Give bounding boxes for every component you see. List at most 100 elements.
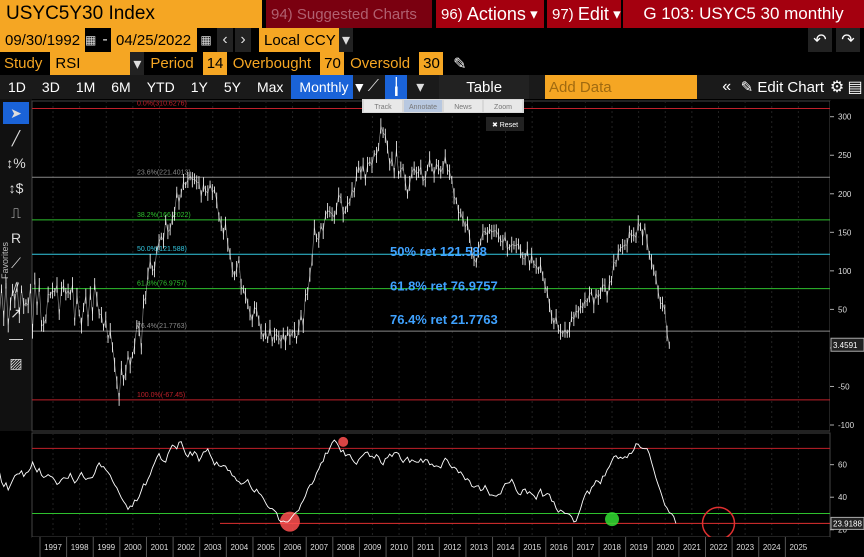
channel-tool-icon[interactable]: ⫽: [12, 279, 20, 296]
ticker-input[interactable]: USYC5Y30 Index: [0, 0, 262, 28]
period-input[interactable]: 14: [202, 52, 227, 75]
rsi-plot-frame: [31, 432, 831, 538]
mini-tool-button[interactable]: [364, 100, 402, 112]
price-tool-icon[interactable]: ↕$: [8, 180, 24, 196]
currency-select[interactable]: Local CCY: [259, 28, 339, 52]
start-date-field[interactable]: 09/30/1992: [0, 28, 85, 52]
reset-button[interactable]: [486, 117, 524, 131]
mini-tool-button[interactable]: [484, 100, 522, 112]
mini-tool-label-zoom: Zoom: [494, 104, 512, 111]
line-chart-icon[interactable]: ⟋: [367, 78, 379, 95]
retracement-annotation: 50% ret 121.588: [390, 244, 487, 259]
timeframe-1d[interactable]: 1D: [8, 79, 26, 95]
table-button[interactable]: Table: [439, 75, 530, 99]
study-bar: Study RSI ▾ Period 14 Overbought 70 Over…: [0, 52, 864, 75]
study-select[interactable]: RSI: [50, 52, 131, 75]
x-tick-label: 2002: [177, 543, 195, 552]
suggested-charts-button[interactable]: 94) Suggested Charts: [266, 0, 432, 28]
ray-tool-icon[interactable]: ↗: [10, 304, 22, 321]
period-value: 14: [206, 55, 224, 72]
chevron-down-icon: ▾: [613, 6, 621, 23]
mini-tool-button[interactable]: [404, 100, 442, 112]
collapse-icon[interactable]: «: [722, 78, 732, 95]
edit-label: Edit: [577, 3, 609, 24]
cursor-icon[interactable]: ➤: [3, 102, 29, 124]
pencil-icon[interactable]: ✎: [453, 55, 467, 73]
reset-label: ✖ Reset: [492, 122, 518, 129]
redo-icon[interactable]: ↷: [836, 28, 860, 52]
percent-tool-icon[interactable]: ↕%: [6, 155, 26, 171]
prev-period-button[interactable]: ‹: [217, 28, 233, 52]
trend-line-icon[interactable]: ⟋: [11, 254, 21, 271]
bar-chart-icon[interactable]: ╽: [385, 75, 408, 99]
x-tick-label: 1997: [44, 543, 62, 552]
settings-icon[interactable]: ⚙: [829, 79, 845, 96]
x-tick-label: 2001: [151, 543, 169, 552]
oversold-input[interactable]: 30: [419, 52, 444, 75]
x-tick-label: 2003: [204, 543, 222, 552]
end-date-field[interactable]: 04/25/2022: [111, 28, 197, 52]
draw-line-icon[interactable]: ╱: [11, 129, 21, 146]
pencil-icon: ✎: [740, 79, 754, 96]
fib-level-label: 50.0%(121.588): [137, 246, 187, 253]
fib-level-label: 0.0%(310.6276): [137, 101, 187, 108]
overbought-value: 70: [324, 55, 341, 72]
add-data-input[interactable]: Add Data: [545, 75, 697, 99]
timeframe-1m[interactable]: 1M: [75, 79, 96, 95]
y-tick-label: 100: [838, 267, 852, 276]
chevron-down-icon[interactable]: ▾: [339, 28, 353, 52]
calendar-icon[interactable]: ▦: [85, 33, 97, 47]
timeframe-3d[interactable]: 3D: [41, 79, 60, 95]
horizontal-line-icon[interactable]: —: [9, 330, 23, 346]
x-tick-label: 2017: [577, 543, 595, 552]
x-tick-label: 2015: [523, 543, 541, 552]
overbought-input[interactable]: 70: [320, 52, 345, 75]
undo-icon[interactable]: ↶: [808, 28, 832, 52]
mini-tool-button[interactable]: [444, 100, 482, 112]
timeframe-ytd[interactable]: YTD: [146, 79, 175, 95]
rsi-highlight-marker: [279, 511, 300, 532]
next-period-button[interactable]: ›: [235, 28, 251, 52]
rsi-series-line: [0, 439, 677, 524]
x-tick-label: 2012: [443, 543, 461, 552]
chevron-down-icon[interactable]: ▾: [416, 79, 425, 96]
timeframe-1y[interactable]: 1Y: [190, 79, 208, 95]
timeframe-max[interactable]: Max: [256, 79, 284, 95]
mini-toolbar: Track Annotate News Zoom ✖ Reset: [362, 99, 524, 131]
retracement-tool-icon[interactable]: R: [10, 230, 22, 246]
currency-text: Local CCY: [264, 31, 336, 49]
mini-toolbar-bg: [362, 99, 524, 113]
price-plot-frame: [31, 100, 831, 432]
date-range-bar: 09/30/1992 ▦ - 04/25/2022 ▦ ‹ › Local CC…: [0, 28, 864, 52]
rsi-y-tick-label: 20: [838, 526, 847, 535]
mini-tool-label-track: Track: [374, 104, 392, 111]
window-title: G 103: USYC5 30 monthly: [623, 0, 864, 28]
window-title-text: G 103: USYC5 30 monthly: [643, 4, 844, 23]
chart-toolbar: 1D 3D 1M 6M YTD 1Y 5Y Max Monthly ▼ ⟋ ╽ …: [0, 75, 864, 99]
more-tools-icon[interactable]: ▨: [9, 354, 23, 371]
chevron-down-icon[interactable]: ▾: [130, 52, 145, 75]
rsi-highlight-marker: [338, 436, 349, 447]
calendar-icon[interactable]: ▦: [200, 33, 212, 47]
edit-button[interactable]: 97) Edit ▾: [547, 0, 621, 28]
actions-button[interactable]: 96) Actions ▾: [436, 0, 544, 28]
timeframe-6m[interactable]: 6M: [111, 79, 131, 95]
oversold-label: Oversold: [344, 52, 416, 75]
edit-chart-button[interactable]: ✎ Edit Chart: [737, 75, 828, 99]
frequency-select[interactable]: Monthly ▼: [291, 75, 366, 99]
x-tick-label: 1998: [71, 543, 89, 552]
x-tick-label: 2005: [257, 543, 275, 552]
retracement-annotation: 61.8% ret 76.9757: [390, 279, 498, 294]
timeframe-5y[interactable]: 5Y: [223, 79, 241, 95]
table-label: Table: [466, 78, 503, 96]
oversold-value: 30: [423, 55, 440, 72]
actions-num: 96): [441, 5, 463, 23]
chart-options-icon[interactable]: ▤: [847, 79, 863, 96]
x-tick-label: 2019: [630, 543, 648, 552]
last-price-tag: 3.4591: [833, 341, 858, 350]
range-tool-icon[interactable]: ⎍: [11, 204, 21, 221]
x-tick-label: 2020: [656, 543, 674, 552]
overbought-label: Overbought: [227, 52, 317, 75]
x-tick-label: 1999: [97, 543, 115, 552]
x-tick-label: 2025: [789, 543, 807, 552]
